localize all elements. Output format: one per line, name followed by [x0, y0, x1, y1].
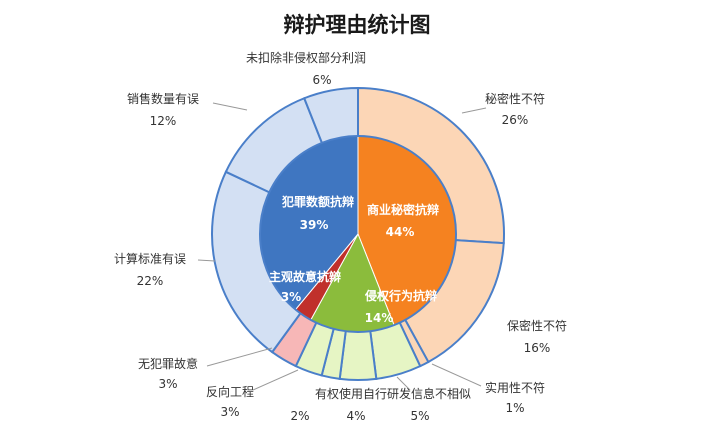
- inner-slice-value: 39%: [300, 218, 329, 232]
- inner-slice-label: 侵权行为抗辩: [364, 288, 437, 303]
- leader-line: [212, 102, 248, 111]
- outer-ring: [211, 86, 505, 381]
- chart-title: 辩护理由统计图: [284, 13, 431, 37]
- leader-line: [197, 259, 216, 262]
- inner-pie: [259, 135, 457, 333]
- leader-line: [252, 369, 299, 391]
- outer-slice-value: 12%: [150, 114, 177, 128]
- outer-slice-value: 22%: [137, 274, 164, 288]
- outer-slice-label: 销售数量有误: [127, 91, 199, 106]
- outer-slice-label: 秘密性不符: [485, 91, 545, 106]
- leader-line: [431, 363, 482, 387]
- slice-labels: 商业秘密抗辩 44% 侵权行为抗辩 14% 主观故意抗辩 3% 犯罪数额抗辩 39% 秘密性不符…: [114, 50, 567, 423]
- leader-line: [396, 376, 411, 391]
- outer-slice-value: 4%: [346, 409, 365, 423]
- outer-slice-value: 1%: [505, 401, 524, 415]
- inner-slice-label: 犯罪数额抗辩: [281, 194, 354, 209]
- outer-slice-value: 6%: [312, 73, 331, 87]
- outer-slice-label: 实用性不符: [485, 380, 545, 395]
- inner-slice-value: 44%: [386, 225, 415, 239]
- inner-border: [259, 135, 457, 333]
- outer-slice-value: 26%: [502, 113, 529, 127]
- inner-slice-label: 主观故意抗辩: [269, 269, 341, 284]
- outer-slice-value: 5%: [410, 409, 429, 423]
- inner-slice-value: 14%: [365, 311, 394, 325]
- inner-slice-value: 3%: [281, 290, 301, 304]
- outer-slice-label: 未扣除非侵权部分利润: [246, 50, 366, 65]
- outer-slice-label: 反向工程: [206, 384, 254, 399]
- outer-slice-label: 保密性不符: [507, 318, 567, 333]
- outer-slice-label: 无犯罪故意: [138, 356, 198, 371]
- leader-line: [461, 107, 487, 114]
- outer-slice-label: 计算标准有误: [114, 251, 186, 266]
- outer-slice-value: 3%: [158, 377, 177, 391]
- outer-slice-value: 16%: [524, 341, 551, 355]
- outer-slice-value: 3%: [220, 405, 239, 419]
- outer-slice-label: 有权使用自行研发信息不相似: [315, 386, 471, 401]
- leader-lines: [197, 102, 487, 391]
- leader-line: [206, 347, 273, 367]
- outer-slice-value: 2%: [290, 409, 309, 423]
- inner-slice-label: 商业秘密抗辩: [367, 202, 439, 217]
